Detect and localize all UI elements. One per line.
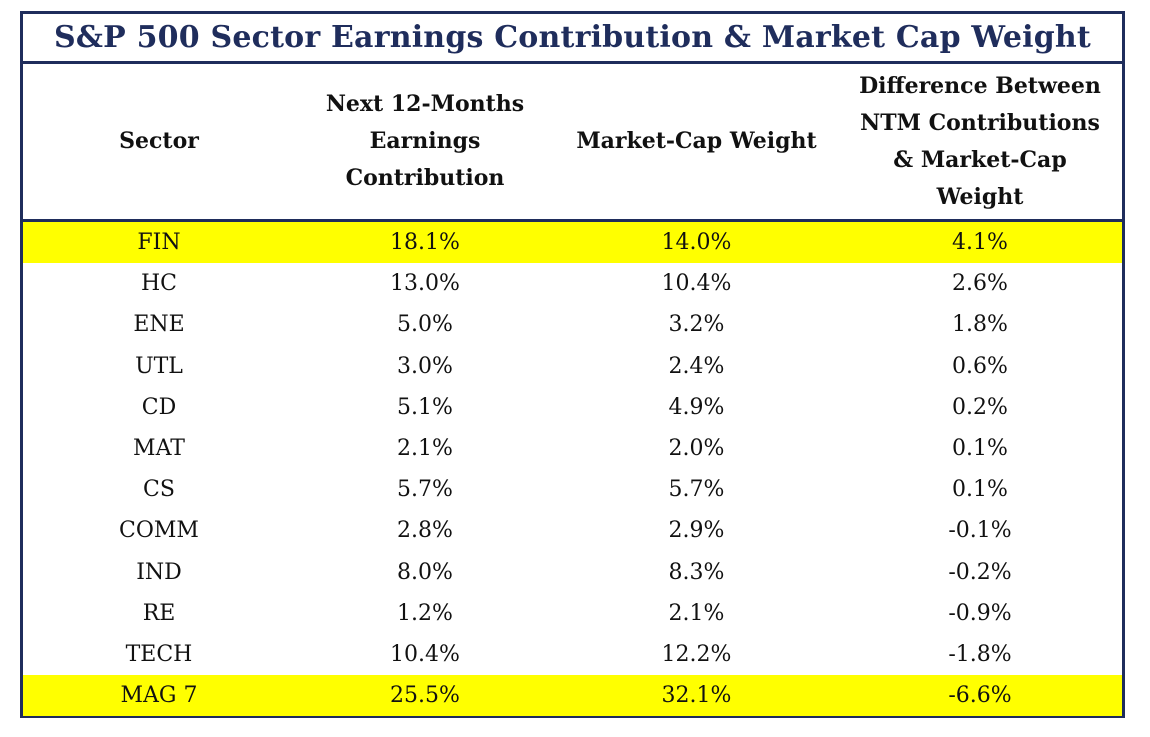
cell-difference: -0.2% (948, 559, 1012, 585)
cell-sector: IND (136, 559, 182, 585)
column-header-sector: Sector (119, 128, 199, 154)
cell-market-cap-weight: 4.9% (668, 394, 725, 420)
cell-sector: ENE (133, 312, 185, 338)
cell-sector: CD (141, 394, 177, 420)
table-row: ENE 5.0% 3.2% 1.8% (23, 304, 1122, 345)
cell-difference: 0.1% (952, 436, 1008, 462)
cell-ntm-contribution: 3.0% (397, 353, 453, 379)
cell-ntm-contribution: 2.8% (397, 518, 453, 544)
table-frame: S&P 500 Sector Earnings Contribution & M… (20, 11, 1125, 718)
cell-ntm-contribution: 25.5% (390, 683, 460, 709)
table-body: FIN 18.1% 14.0% 4.1% HC 13.0% 10.4% 2.6% ENE 5.0%… (23, 222, 1122, 717)
cell-market-cap-weight: 32.1% (661, 683, 732, 709)
cell-difference: 1.8% (952, 312, 1008, 338)
cell-difference: 0.6% (952, 353, 1008, 379)
cell-ntm-contribution: 2.1% (397, 436, 453, 462)
table-title: S&P 500 Sector Earnings Contribution & M… (23, 14, 1122, 64)
cell-market-cap-weight: 12.2% (661, 641, 732, 667)
cell-market-cap-weight: 2.4% (668, 353, 725, 379)
cell-market-cap-weight: 3.2% (668, 312, 725, 338)
table-row: COMM 2.8% 2.9% -0.1% (23, 510, 1122, 551)
cell-difference: -0.1% (948, 518, 1012, 544)
table-row: IND 8.0% 8.3% -0.2% (23, 552, 1122, 593)
cell-ntm-contribution: 13.0% (390, 271, 460, 297)
table-row: UTL 3.0% 2.4% 0.6% (23, 346, 1122, 387)
cell-sector: MAT (133, 436, 185, 462)
cell-ntm-contribution: 18.1% (390, 230, 460, 256)
cell-ntm-contribution: 1.2% (397, 600, 453, 626)
cell-difference: 0.2% (952, 394, 1008, 420)
cell-sector: TECH (125, 641, 193, 667)
table-row: TECH 10.4% 12.2% -1.8% (23, 634, 1122, 675)
cell-market-cap-weight: 10.4% (661, 271, 732, 297)
cell-market-cap-weight: 2.9% (668, 518, 725, 544)
header-row: Sector Next 12-Months Earnings Contribut… (23, 64, 1122, 222)
cell-ntm-contribution: 8.0% (397, 559, 453, 585)
cell-difference: 0.1% (952, 477, 1008, 503)
column-header-market-cap-weight: Market-Cap Weight (576, 128, 817, 154)
cell-sector: CS (143, 477, 175, 503)
cell-sector: RE (142, 600, 176, 626)
cell-difference: -6.6% (948, 683, 1012, 709)
cell-sector: UTL (135, 353, 183, 379)
cell-difference: 2.6% (952, 271, 1008, 297)
table-row: RE 1.2% 2.1% -0.9% (23, 593, 1122, 634)
cell-market-cap-weight: 14.0% (661, 230, 732, 256)
cell-market-cap-weight: 5.7% (668, 477, 725, 503)
cell-sector: COMM (119, 518, 199, 544)
table-row: FIN 18.1% 14.0% 4.1% (23, 222, 1122, 264)
cell-sector: HC (140, 271, 178, 297)
cell-sector: MAG 7 (120, 683, 198, 709)
cell-ntm-contribution: 10.4% (390, 641, 460, 667)
cell-difference: -0.9% (948, 600, 1012, 626)
cell-ntm-contribution: 5.0% (397, 312, 453, 338)
cell-market-cap-weight: 2.0% (668, 436, 725, 462)
cell-ntm-contribution: 5.1% (397, 394, 453, 420)
table-row: HC 13.0% 10.4% 2.6% (23, 263, 1122, 304)
cell-difference: -1.8% (948, 641, 1012, 667)
cell-sector: FIN (137, 230, 181, 256)
column-header-difference: Difference Between NTM Contributions & M… (859, 72, 1101, 210)
cell-market-cap-weight: 2.1% (668, 600, 725, 626)
column-header-ntm-contribution: Next 12-Months Earnings Contribution (325, 91, 525, 191)
cell-market-cap-weight: 8.3% (668, 559, 725, 585)
cell-ntm-contribution: 5.7% (397, 477, 453, 503)
table-row: MAG 7 25.5% 32.1% -6.6% (23, 675, 1122, 717)
table-row: CS 5.7% 5.7% 0.1% (23, 469, 1122, 510)
table-row: CD 5.1% 4.9% 0.2% (23, 387, 1122, 428)
table-row: MAT 2.1% 2.0% 0.1% (23, 428, 1122, 469)
cell-difference: 4.1% (952, 230, 1008, 256)
